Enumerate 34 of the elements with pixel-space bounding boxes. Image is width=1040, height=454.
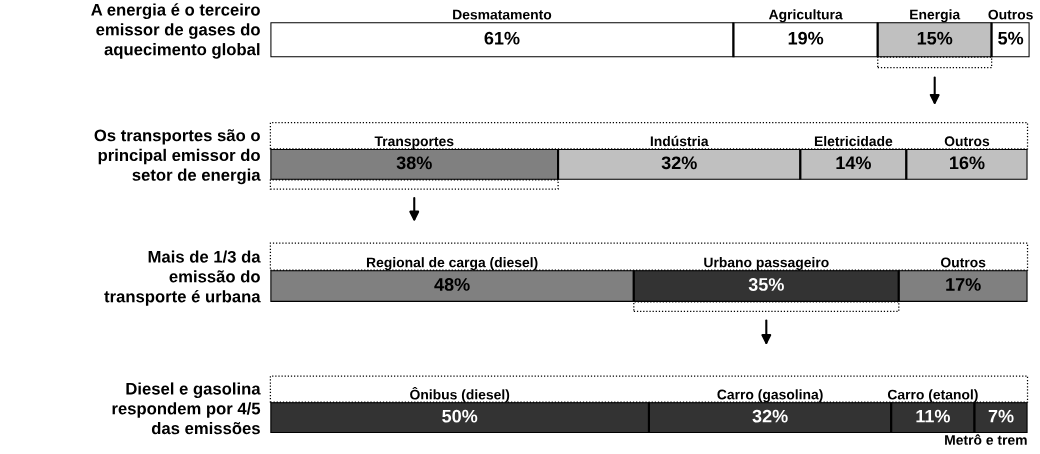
- series-label: Transportes: [374, 136, 454, 149]
- data-label: 16%: [950, 156, 985, 170]
- data-label: 19%: [788, 31, 824, 45]
- data-label: 32%: [752, 409, 788, 423]
- data-label: 38%: [396, 156, 432, 170]
- data-label: 14%: [836, 156, 871, 170]
- series-label: Agricultura: [768, 9, 843, 23]
- data-label: 17%: [946, 278, 981, 291]
- chart-title: Os transportes são o principal emissor do setor de energia: [94, 129, 261, 185]
- data-label: 32%: [661, 156, 697, 170]
- series-label: Urbano passageiro: [704, 257, 829, 271]
- data-label: 61%: [484, 31, 520, 45]
- series-label: Outros: [940, 257, 986, 268]
- series-label: Carro (gasolina): [717, 389, 823, 403]
- series-label: Indústria: [650, 135, 709, 147]
- chart-title: Mais de 1/3 da emissão do transporte é urbana: [104, 250, 261, 306]
- chart-title: A energia é o terceiro emissor de gases do aquecimento global: [91, 3, 260, 59]
- series-label: Desmatamento: [453, 9, 552, 20]
- series-label: Outros: [944, 136, 990, 147]
- series-label: Ônibus (diesel): [410, 386, 510, 403]
- data-label: 15%: [917, 31, 953, 45]
- chart-title: Diesel e gasolina respondem por 4/5 das emissões: [112, 382, 261, 435]
- series-label: Outros: [988, 9, 1033, 20]
- series-label: Carro (etanol): [887, 389, 978, 403]
- series-label: Eletricidade: [814, 135, 893, 147]
- data-label: 7%: [988, 409, 1014, 423]
- data-label: 5%: [998, 31, 1024, 45]
- data-label: 35%: [748, 278, 784, 291]
- series-label: Metrô e trem: [945, 434, 1027, 445]
- data-label: 50%: [442, 409, 478, 423]
- series-label: Energia: [910, 9, 961, 23]
- data-label: 48%: [434, 278, 470, 291]
- data-label: 11%: [916, 409, 950, 423]
- series-label: Regional de carga (diesel): [366, 257, 538, 271]
